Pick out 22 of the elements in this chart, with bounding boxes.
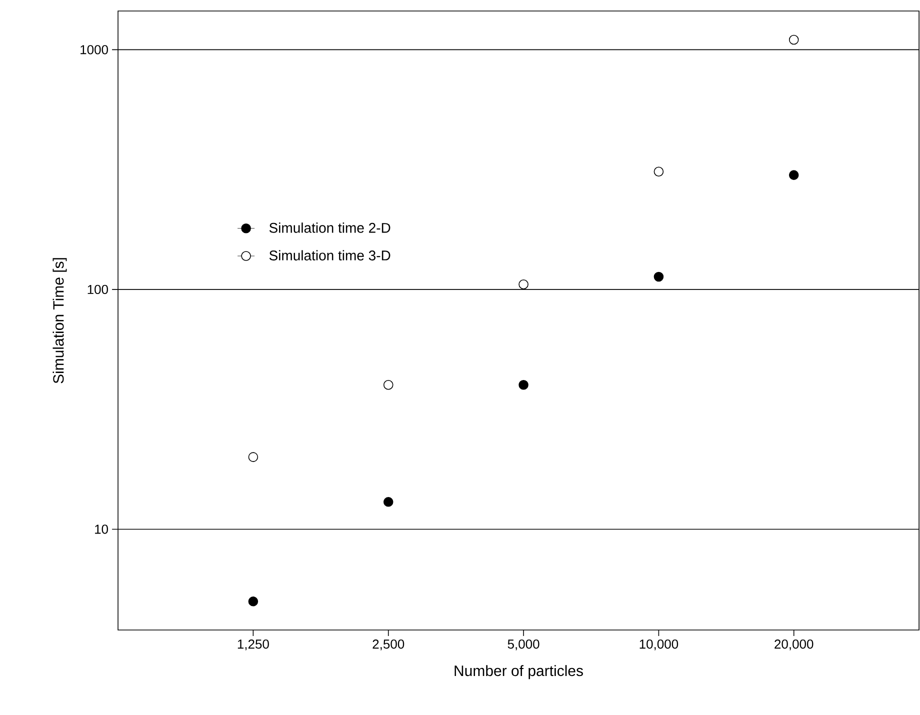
x-tick-label: 2,500 [372,640,404,650]
point [383,497,394,507]
point [248,452,258,462]
point [383,380,394,390]
point [654,166,664,177]
point [518,380,528,390]
point [788,34,799,45]
x-axis-title: Number of particles [454,665,583,680]
x-tick-label: 10,000 [640,640,678,650]
x-tick-label: 5,000 [508,640,540,650]
legend-label: Simulation time 2-D [269,222,390,233]
point [518,279,528,290]
y-tick-label: 100 [88,284,108,294]
point [248,596,258,606]
legend-label: Simulation time 3-D [269,250,390,260]
y-axis-title: Simulation Time [s] [52,258,67,384]
point [788,170,799,180]
y-tick-label: 1000 [80,45,108,54]
point [654,272,664,282]
x-tick-label: 1,250 [238,640,269,650]
x-tick-label: 20,000 [774,640,814,650]
y-tick-label: 10 [95,524,108,534]
